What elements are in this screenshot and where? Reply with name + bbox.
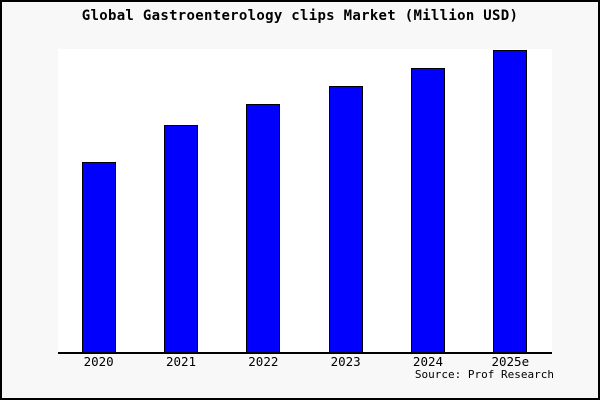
plot-area	[57, 48, 552, 354]
x-tick-label-2022: 2022	[248, 353, 279, 369]
bar-2020	[81, 161, 116, 352]
x-tick-label-2021: 2021	[165, 353, 197, 369]
bar-2025e	[493, 49, 528, 352]
bar-slot	[58, 49, 140, 352]
bar-slot	[469, 49, 551, 352]
bar-slot	[387, 49, 469, 352]
x-tick-label-2024: 2024	[412, 353, 444, 369]
x-tick-label-2025e: 2025e	[491, 353, 530, 369]
bar-slot	[304, 49, 386, 352]
bar-2023	[328, 85, 363, 352]
x-axis-labels: 2020 2021 2022 2023 2024 2025e	[58, 354, 552, 369]
bar-slot	[222, 49, 304, 352]
source-note: Source: Prof Research	[414, 368, 554, 381]
bar-2021	[163, 124, 198, 352]
bar-slot	[140, 49, 222, 352]
x-tick-label-2020: 2020	[83, 353, 114, 369]
chart-title: Global Gastroenterology clips Market (Mi…	[81, 8, 519, 24]
x-tick-label-2023: 2023	[330, 353, 361, 369]
bar-2024	[410, 67, 445, 352]
bar-2022	[246, 103, 281, 352]
